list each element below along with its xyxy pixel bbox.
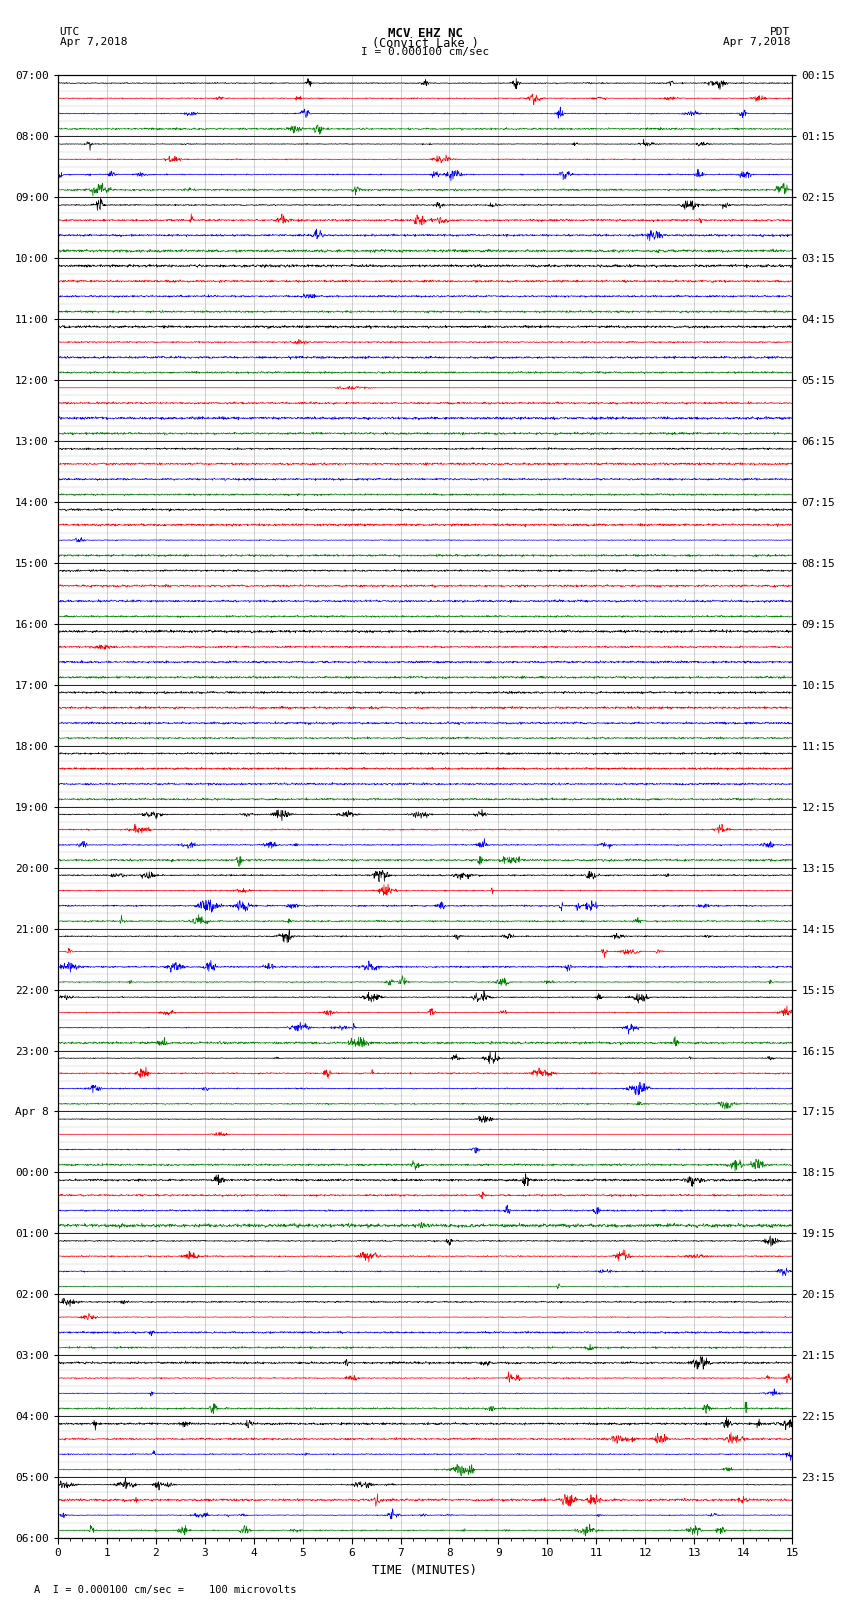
Text: MCV EHZ NC: MCV EHZ NC bbox=[388, 27, 462, 40]
Text: PDT: PDT bbox=[770, 27, 790, 37]
Text: Apr 7,2018: Apr 7,2018 bbox=[723, 37, 791, 47]
Text: UTC: UTC bbox=[60, 27, 80, 37]
X-axis label: TIME (MINUTES): TIME (MINUTES) bbox=[372, 1565, 478, 1578]
Text: Apr 7,2018: Apr 7,2018 bbox=[60, 37, 127, 47]
Text: (Convict Lake ): (Convict Lake ) bbox=[371, 37, 479, 50]
Text: A  I = 0.000100 cm/sec =    100 microvolts: A I = 0.000100 cm/sec = 100 microvolts bbox=[34, 1586, 297, 1595]
Text: I = 0.000100 cm/sec: I = 0.000100 cm/sec bbox=[361, 47, 489, 56]
